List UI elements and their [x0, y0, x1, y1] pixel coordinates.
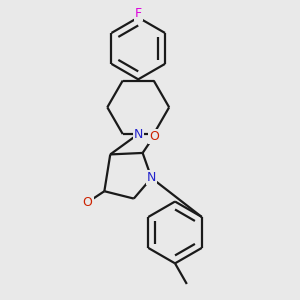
Text: N: N	[134, 128, 143, 141]
Text: O: O	[83, 196, 93, 209]
Text: N: N	[147, 172, 156, 184]
Text: O: O	[149, 130, 159, 143]
Text: F: F	[135, 7, 142, 20]
